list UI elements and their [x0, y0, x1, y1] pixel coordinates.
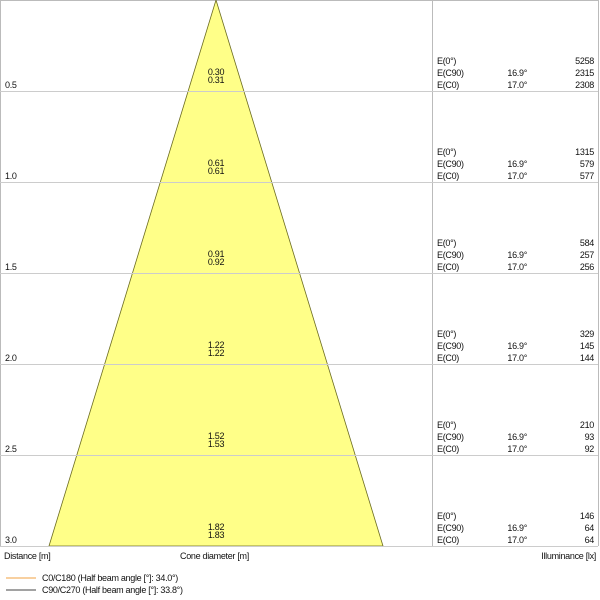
ec0-value: 92	[585, 444, 595, 454]
distance-label: 3.0	[5, 535, 17, 545]
e0-value: 329	[580, 329, 594, 339]
ec90-value: 257	[580, 250, 594, 260]
ec0-value: 64	[585, 535, 595, 545]
ec90-label: E(C90)	[437, 341, 464, 351]
ec0-label: E(C0)	[437, 353, 459, 363]
ec90-value: 64	[585, 523, 595, 533]
ec90-value: 579	[580, 159, 594, 169]
ec0-angle: 17.0°	[507, 80, 527, 90]
diameter-c90: 1.82	[208, 522, 225, 532]
cone-diameter-label: Cone diameter [m]	[180, 551, 249, 561]
diameter-c0: 1.53	[208, 439, 225, 449]
ec90-angle: 16.9°	[507, 523, 527, 533]
distance-label: 0.5	[5, 80, 17, 90]
diameter-c90: 0.61	[208, 158, 225, 168]
diameter-c0: 1.83	[208, 530, 225, 540]
illuminance-label: Illuminance [lx]	[541, 551, 596, 561]
e0-label: E(0°)	[437, 56, 456, 66]
diameter-c0: 0.61	[208, 166, 225, 176]
ec90-angle: 16.9°	[507, 250, 527, 260]
diameter-c90: 0.91	[208, 249, 225, 259]
ec0-label: E(C0)	[437, 535, 459, 545]
ec0-value: 144	[580, 353, 594, 363]
ec0-label: E(C0)	[437, 444, 459, 454]
distance-label: 1.0	[5, 171, 17, 181]
ec0-label: E(C0)	[437, 262, 459, 272]
ec0-label: E(C0)	[437, 171, 459, 181]
ec90-angle: 16.9°	[507, 432, 527, 442]
e0-value: 210	[580, 420, 594, 430]
ec90-label: E(C90)	[437, 432, 464, 442]
diameter-c90: 1.22	[208, 340, 225, 350]
distance-label: 2.0	[5, 353, 17, 363]
ec90-angle: 16.9°	[507, 341, 527, 351]
ec0-label: E(C0)	[437, 80, 459, 90]
diameter-c90: 0.30	[208, 67, 225, 77]
ec0-angle: 17.0°	[507, 444, 527, 454]
distance-label: 2.5	[5, 444, 17, 454]
ec0-angle: 17.0°	[507, 535, 527, 545]
ec90-angle: 16.9°	[507, 159, 527, 169]
legend-c90: C90/C270 (Half beam angle [°]: 33.8°)	[42, 585, 183, 595]
ec90-label: E(C90)	[437, 250, 464, 260]
ec0-angle: 17.0°	[507, 353, 527, 363]
ec90-label: E(C90)	[437, 159, 464, 169]
e0-value: 146	[580, 511, 594, 521]
diameter-c0: 0.92	[208, 257, 225, 267]
ec90-label: E(C90)	[437, 523, 464, 533]
ec90-value: 145	[580, 341, 594, 351]
e0-value: 584	[580, 238, 594, 248]
e0-value: 1315	[575, 147, 594, 157]
diameter-c0: 0.31	[208, 75, 225, 85]
distance-label: 1.5	[5, 262, 17, 272]
ec0-angle: 17.0°	[507, 262, 527, 272]
distance-axis-label: Distance [m]	[4, 551, 50, 561]
e0-label: E(0°)	[437, 147, 456, 157]
ec0-value: 256	[580, 262, 594, 272]
ec0-angle: 17.0°	[507, 171, 527, 181]
e0-label: E(0°)	[437, 238, 456, 248]
ec90-value: 93	[585, 432, 595, 442]
ec90-value: 2315	[575, 68, 594, 78]
ec90-angle: 16.9°	[507, 68, 527, 78]
ec90-label: E(C90)	[437, 68, 464, 78]
diameter-c90: 1.52	[208, 431, 225, 441]
e0-value: 5258	[575, 56, 594, 66]
diameter-c0: 1.22	[208, 348, 225, 358]
e0-label: E(0°)	[437, 511, 456, 521]
legend-c0: C0/C180 (Half beam angle [°]: 34.0°)	[42, 573, 178, 583]
ec0-value: 2308	[575, 80, 594, 90]
ec0-value: 577	[580, 171, 594, 181]
e0-label: E(0°)	[437, 329, 456, 339]
e0-label: E(0°)	[437, 420, 456, 430]
